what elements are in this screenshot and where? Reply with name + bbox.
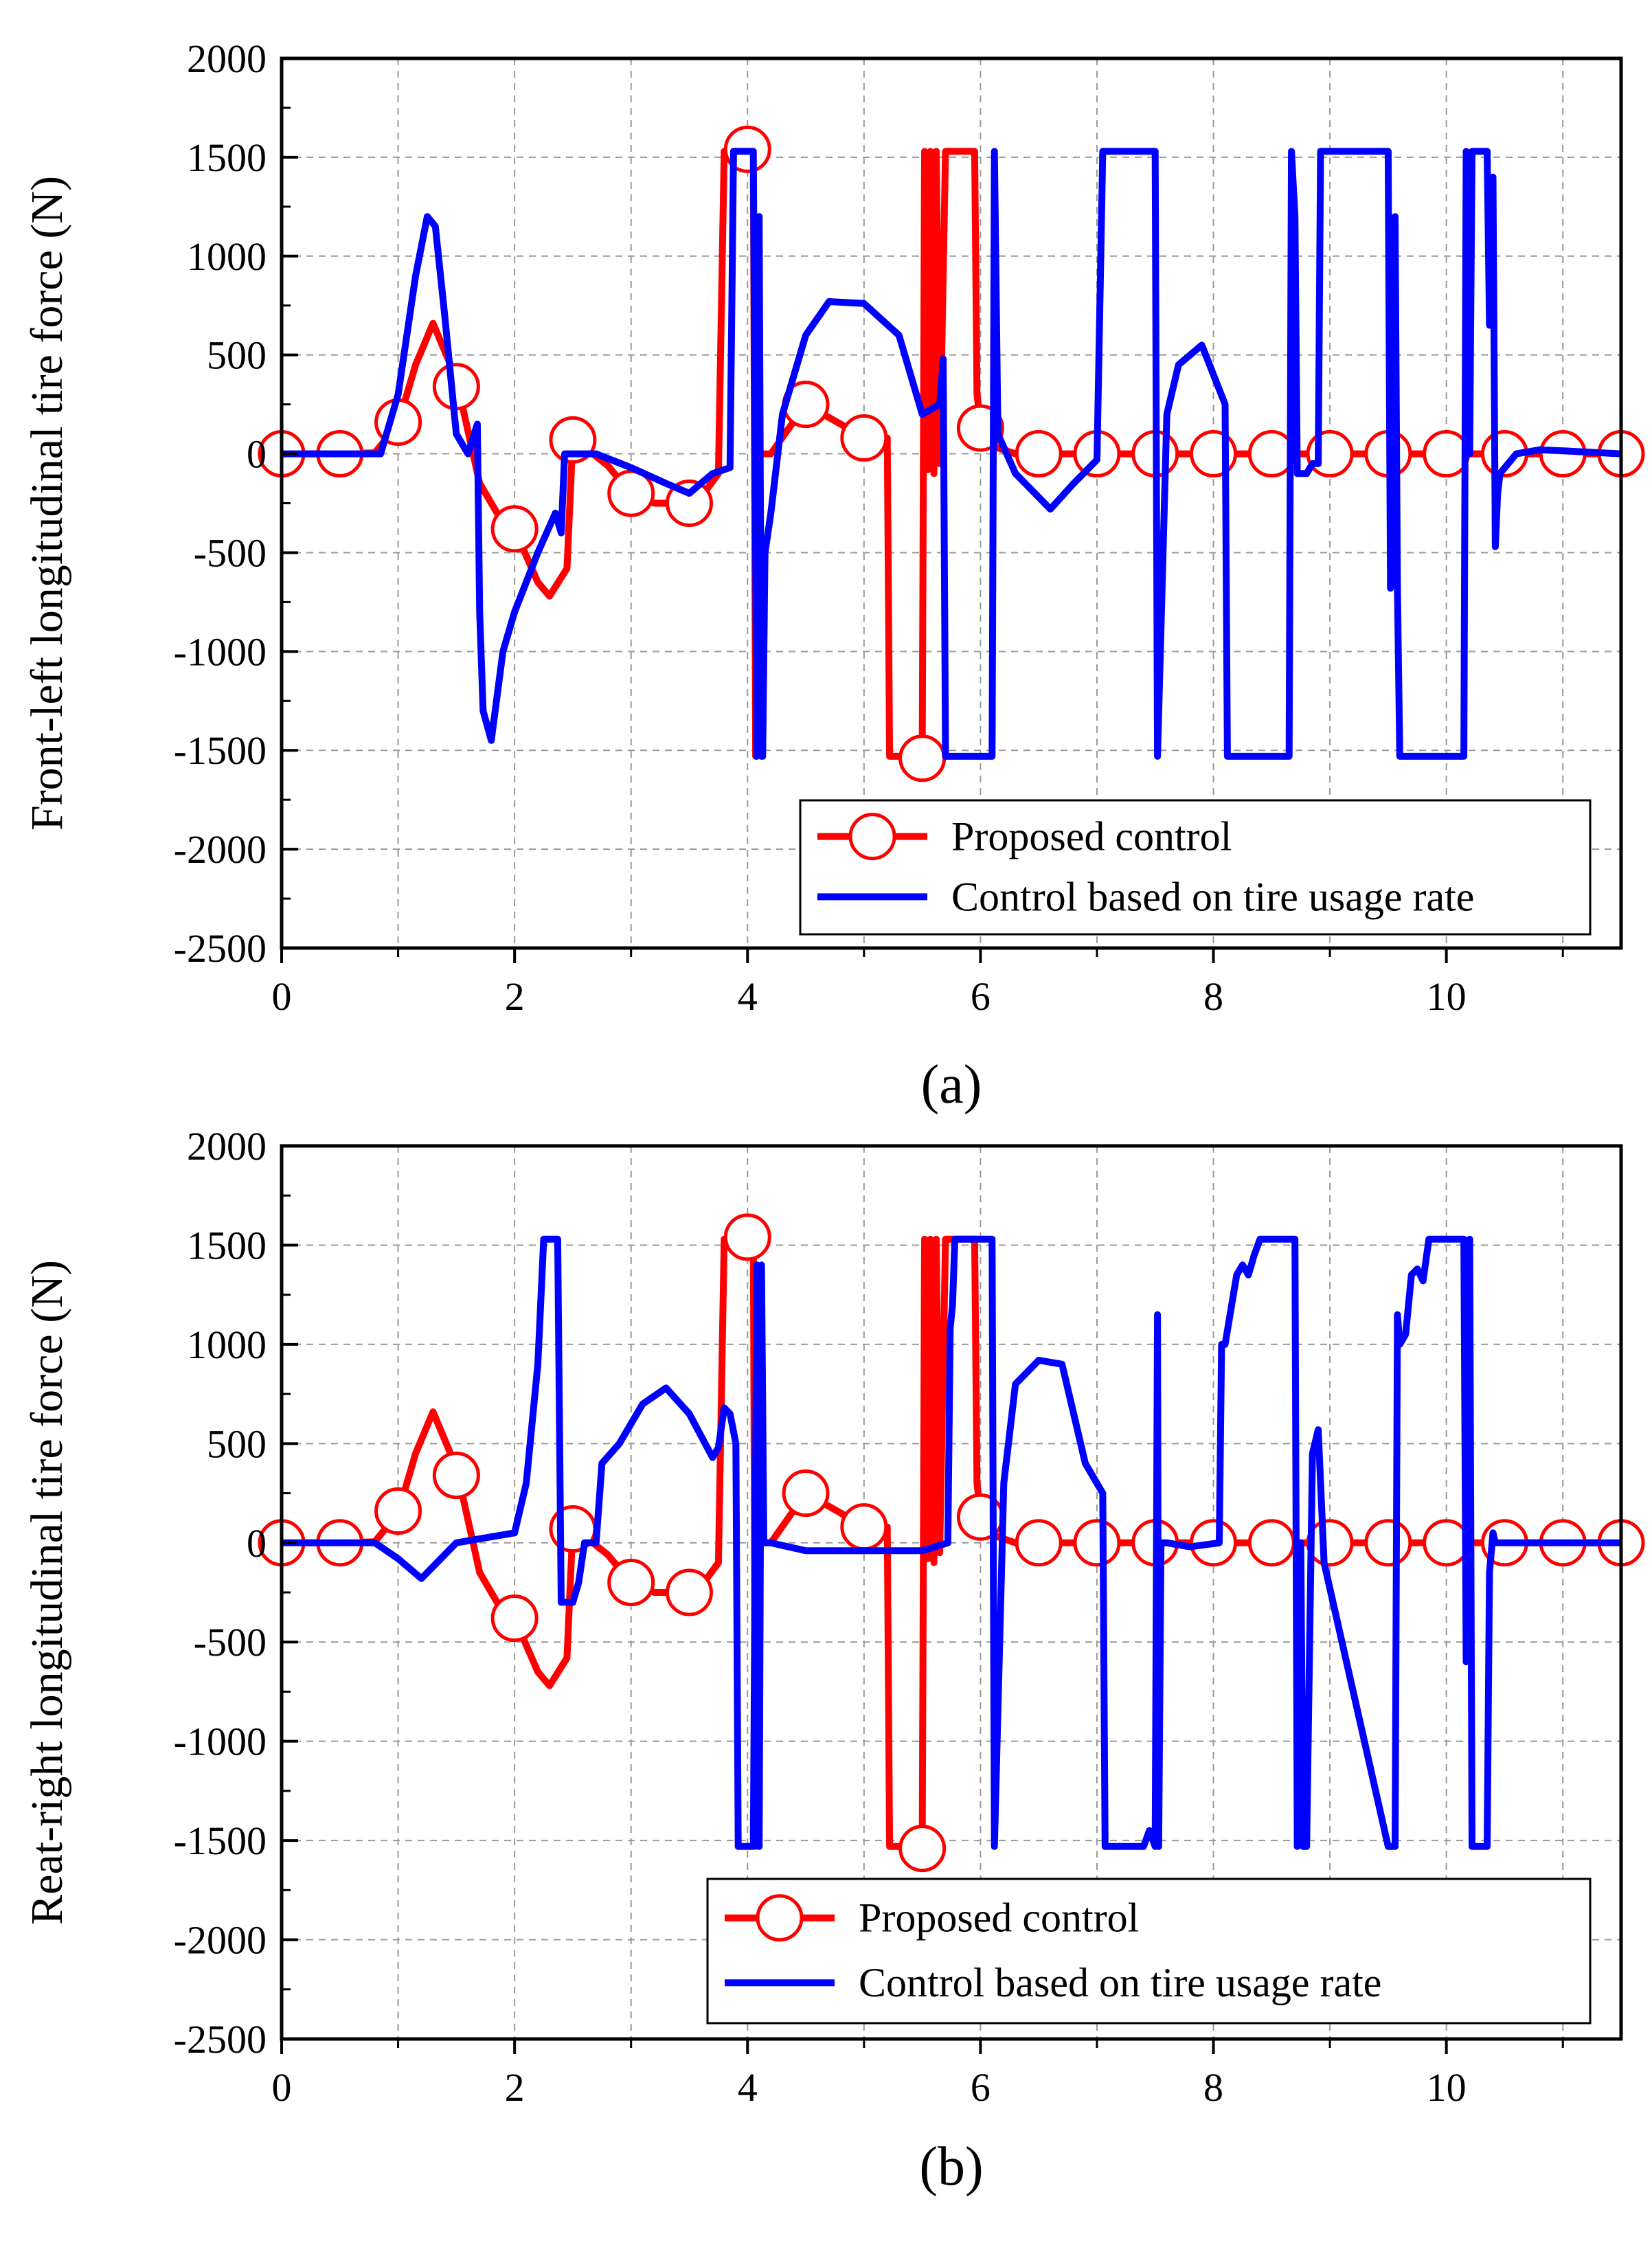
marker-point: [898, 734, 947, 782]
legend-item-proposed: Proposed control: [725, 1894, 1139, 1942]
legend-label: Proposed control: [951, 814, 1232, 859]
panel-label: (a): [921, 1055, 982, 1115]
y-tick-label: 1000: [187, 234, 267, 279]
y-tick-label: 0: [247, 432, 267, 477]
y-tick-label: -2000: [174, 827, 267, 872]
series-line-tire_usage: [282, 148, 1621, 760]
x-tick-label: 4: [738, 974, 758, 1019]
legend-item-tire_usage: Control based on tire usage rate: [725, 1960, 1381, 2005]
y-tick-label: 500: [207, 1421, 267, 1466]
marker-point: [782, 1469, 830, 1518]
marker-point: [432, 1452, 480, 1500]
marker-point: [840, 414, 888, 462]
marker-point: [1073, 1519, 1121, 1567]
legend-label: Control based on tire usage rate: [951, 874, 1474, 919]
legend-label: Proposed control: [859, 1895, 1139, 1941]
marker-point: [665, 1568, 713, 1616]
legend-swatch-marker: [756, 1894, 804, 1942]
marker-point: [1423, 1519, 1471, 1567]
x-tick-label: 2: [505, 974, 525, 1019]
legend-item-tire_usage: Control based on tire usage rate: [817, 874, 1474, 919]
legend-item-proposed: Proposed control: [817, 813, 1232, 861]
marker-point: [1364, 1519, 1412, 1567]
marker-point: [1015, 430, 1063, 478]
marker-point: [374, 1487, 422, 1535]
panel-label: (b): [919, 2137, 983, 2197]
marker-point: [898, 1825, 947, 1873]
x-tick-label: 6: [971, 974, 991, 1019]
y-tick-label: -1000: [174, 629, 267, 674]
marker-point: [1306, 430, 1354, 478]
x-tick-label: 10: [1427, 974, 1467, 1019]
x-tick-label: 6: [971, 2065, 991, 2110]
x-tick-label: 0: [272, 2065, 292, 2110]
y-axis-title: Front-left longitudinal tire force (N): [22, 176, 72, 831]
y-tick-label: 1500: [187, 1223, 267, 1267]
marker-point: [840, 1503, 888, 1551]
marker-point: [490, 1594, 539, 1643]
y-tick-label: -2500: [174, 2017, 267, 2062]
y-tick-label: 0: [247, 1521, 267, 1566]
legend-label: Control based on tire usage rate: [859, 1960, 1381, 2005]
legend: Proposed control Control based on tire us…: [799, 799, 1592, 936]
y-tick-label: -2500: [174, 926, 267, 971]
x-tick-label: 0: [272, 974, 292, 1019]
y-tick-label: -2000: [174, 1918, 267, 1963]
y-tick-label: 2000: [187, 1124, 267, 1169]
x-tick-label: 4: [738, 2065, 758, 2110]
marker-point: [1247, 1519, 1295, 1567]
marker-point: [723, 1213, 771, 1261]
x-tick-label: 8: [1203, 2065, 1223, 2110]
legend-box: [799, 799, 1592, 936]
legend: Proposed control Control based on tire us…: [706, 1878, 1592, 2025]
y-tick-label: 500: [207, 333, 267, 378]
y-tick-label: -1000: [174, 1720, 267, 1764]
y-tick-label: -1500: [174, 728, 267, 773]
y-axis-title: Reat-right longitudinal tire force (N): [22, 1260, 72, 1925]
y-tick-label: 2000: [187, 36, 267, 81]
x-tick-label: 10: [1427, 2065, 1467, 2110]
marker-point: [490, 505, 539, 553]
chart-panel-b: -2500 -2000 -1500 -1000 -500 0 500 1000 1500 2000…: [22, 1124, 1645, 2197]
marker-point: [1015, 1519, 1063, 1567]
chart-panel-a: -2500 -2000 -1500 -1000 -500 0 500 1000 1500 2000…: [22, 36, 1645, 1115]
marker-point: [607, 1559, 655, 1607]
legend-box: [706, 1878, 1592, 2025]
y-tick-label: -500: [194, 1620, 267, 1665]
y-tick-label: 1000: [187, 1322, 267, 1367]
y-tick-label: 1500: [187, 135, 267, 180]
x-tick-label: 2: [505, 2065, 525, 2110]
legend-swatch-marker: [848, 813, 896, 861]
x-tick-label: 8: [1203, 974, 1223, 1019]
y-tick-label: -1500: [174, 1818, 267, 1863]
series-line-tire_usage: [282, 1235, 1621, 1850]
y-tick-label: -500: [194, 530, 267, 575]
